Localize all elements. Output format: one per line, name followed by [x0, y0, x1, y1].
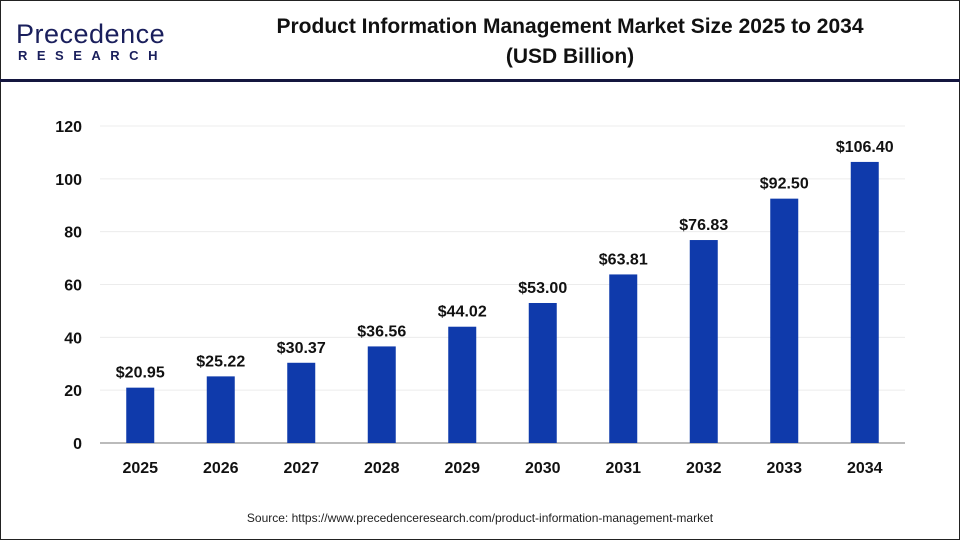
chart-title: Product Information Management Market Si… — [200, 12, 940, 72]
source-note: Source: https://www.precedenceresearch.c… — [246, 511, 714, 525]
data-label: $25.22 — [196, 353, 245, 370]
y-tick-label: 40 — [64, 330, 82, 347]
data-label: $20.95 — [116, 365, 165, 382]
data-label: $63.81 — [599, 251, 648, 268]
y-tick-label: 60 — [64, 278, 82, 295]
x-tick-label: 2030 — [525, 460, 561, 477]
y-tick-label: 20 — [64, 383, 82, 400]
x-tick-label: 2034 — [847, 460, 883, 477]
data-label: $76.83 — [679, 217, 728, 234]
title-line-2: (USD Billion) — [505, 45, 635, 68]
y-tick-label: 120 — [55, 119, 82, 136]
logo-main: Precedence — [16, 19, 166, 49]
x-tick-label: 2026 — [203, 460, 239, 477]
header-divider — [0, 79, 960, 82]
bar-2027 — [287, 362, 316, 443]
data-label: $53.00 — [518, 280, 567, 297]
bar-2030 — [528, 302, 557, 443]
bar-2025 — [126, 387, 155, 443]
data-label: $36.56 — [357, 323, 406, 340]
x-tick-label: 2033 — [766, 460, 802, 477]
data-label: $92.50 — [760, 176, 809, 193]
logo: Precedence RESEARCH — [16, 20, 167, 64]
x-tick-label: 2032 — [686, 460, 722, 477]
x-tick-label: 2029 — [444, 460, 480, 477]
x-tick-label: 2031 — [605, 460, 641, 477]
x-tick-label: 2025 — [122, 460, 158, 477]
y-tick-label: 80 — [64, 225, 82, 242]
y-tick-label: 0 — [73, 436, 82, 453]
bar-2029 — [448, 326, 477, 443]
bar-2033 — [770, 198, 799, 443]
bar-2032 — [689, 240, 718, 443]
data-label: $44.02 — [438, 304, 487, 321]
y-tick-label: 100 — [55, 172, 82, 189]
data-label: $30.37 — [277, 340, 326, 357]
bar-2026 — [206, 376, 235, 443]
x-tick-label: 2028 — [364, 460, 400, 477]
bar-2028 — [367, 346, 396, 443]
bar-2034 — [850, 161, 879, 443]
bar-2031 — [609, 274, 638, 443]
data-label: $106.40 — [836, 139, 894, 156]
x-tick-label: 2027 — [283, 460, 319, 477]
title-line-1: Product Information Management Market Si… — [276, 15, 864, 38]
logo-sub: RESEARCH — [18, 48, 167, 63]
